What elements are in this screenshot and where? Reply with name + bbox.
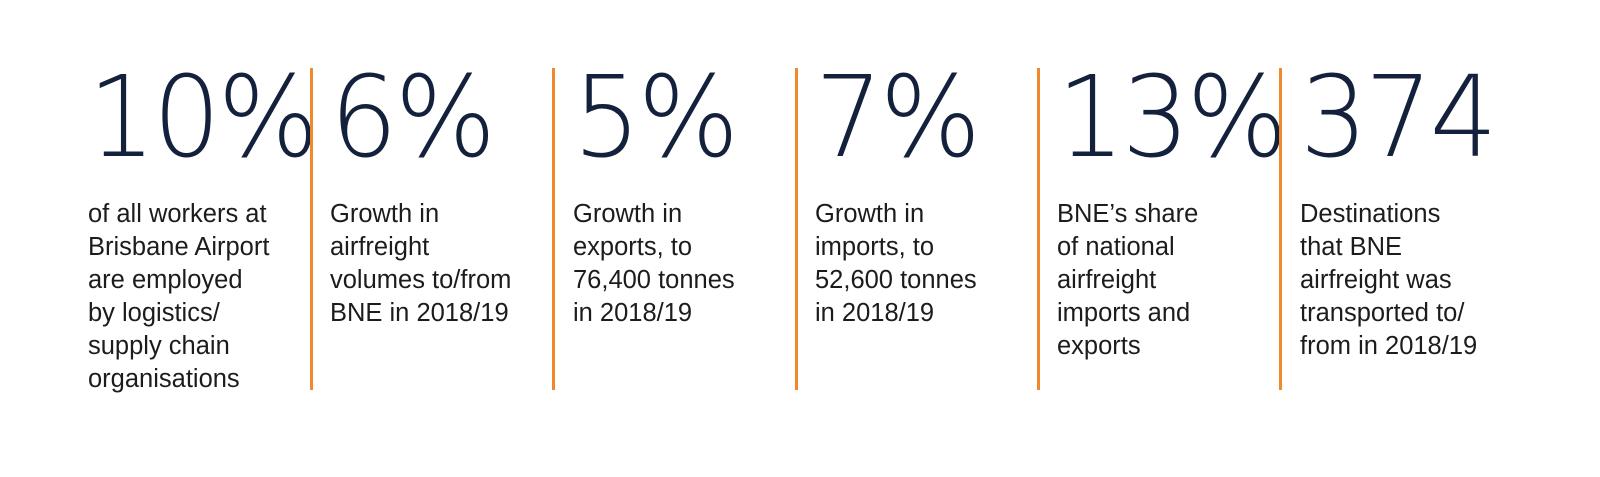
stat-description: Destinations that BNE airfreight was tra… (1300, 200, 1478, 360)
stat-imports-growth: 7% Growth in imports, to 52,600 tonnes i… (815, 62, 1045, 390)
stat-value: 374 (1300, 53, 1497, 183)
stat-value: 7% (815, 53, 981, 183)
stat-exports-growth: 5% Growth in exports, to 76,400 tonnes i… (573, 62, 803, 390)
stat-workers: 10% of all workers at Brisbane Airport a… (88, 62, 319, 393)
stat-value: 13% (1057, 53, 1288, 183)
stat-value: 5% (573, 53, 739, 183)
stat-value: 10% (88, 53, 319, 183)
stat-national-share: 13% BNE’s share of national airfreight i… (1057, 62, 1288, 390)
stat-description: of all workers at Brisbane Airport are e… (88, 200, 270, 393)
stat-description: Growth in exports, to 76,400 tonnes in 2… (573, 200, 735, 327)
divider (1037, 68, 1040, 390)
divider (795, 68, 798, 390)
stat-description: Growth in airfreight volumes to/from BNE… (330, 200, 512, 327)
divider (310, 68, 313, 390)
stat-description: Growth in imports, to 52,600 tonnes in 2… (815, 200, 977, 327)
stat-description: BNE’s share of national airfreight impor… (1057, 200, 1199, 360)
stat-airfreight-growth: 6% Growth in airfreight volumes to/from … (330, 62, 560, 390)
stat-value: 6% (330, 53, 496, 183)
stat-destinations: 374 Destinations that BNE airfreight was… (1300, 62, 1530, 390)
divider (1279, 68, 1282, 390)
divider (552, 68, 555, 390)
